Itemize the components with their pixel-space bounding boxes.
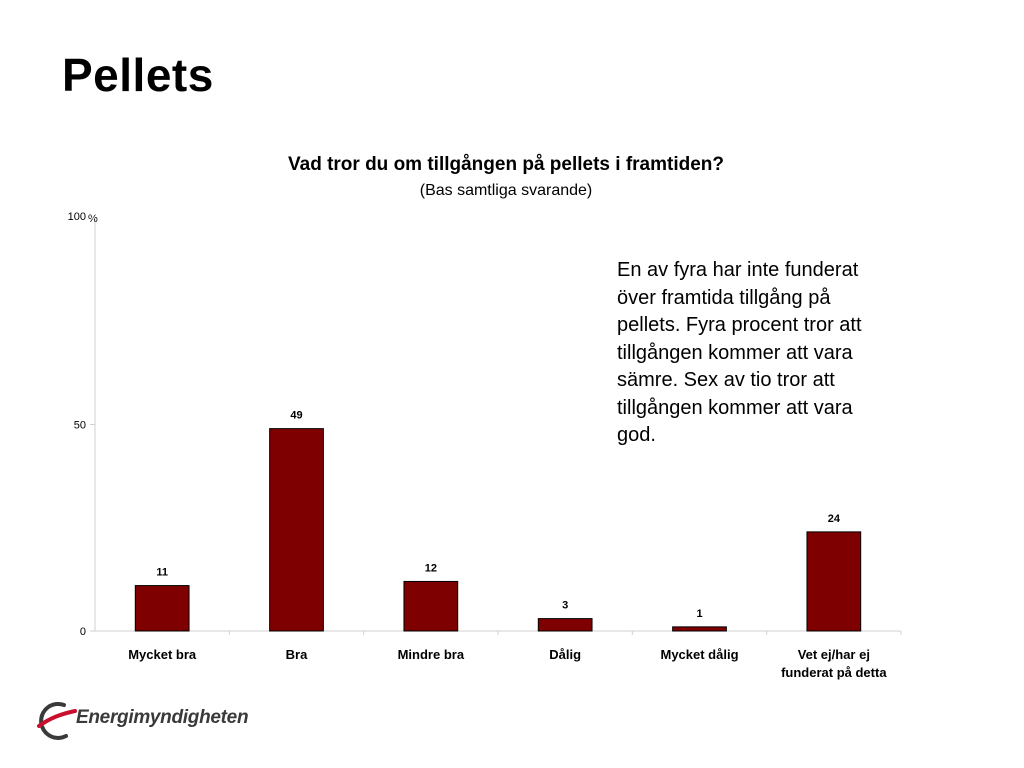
chart-title: Vad tror du om tillgången på pellets i f… <box>288 154 724 175</box>
chart-subtitle: (Bas samtliga svarande) <box>419 182 593 199</box>
bar <box>269 428 324 632</box>
annotation-line: En av fyra har inte funderat <box>617 259 859 281</box>
x-category-label: Vet ej/har ej <box>798 647 870 662</box>
annotation-line: god. <box>617 424 656 446</box>
annotation-line: pellets. Fyra procent tror att <box>617 314 862 336</box>
x-category-label: Mycket bra <box>128 647 197 662</box>
bar <box>134 585 190 632</box>
y-tick-label: 0 <box>80 626 86 638</box>
bar <box>537 618 593 632</box>
y-tick-label: 50 <box>74 420 86 432</box>
annotation-text: En av fyra har inte funderat över framtid… <box>617 257 917 450</box>
x-category-label: Mindre bra <box>398 647 465 662</box>
y-axis-unit: % <box>88 213 98 225</box>
bar <box>403 580 459 632</box>
annotation-line: tillgången kommer att vara <box>617 396 853 419</box>
x-category-label: funderat på detta <box>781 665 887 680</box>
data-label: 49 <box>290 410 302 422</box>
data-label: 24 <box>828 513 841 525</box>
data-label: 11 <box>156 567 168 579</box>
data-label: 1 <box>696 608 702 620</box>
data-label: 3 <box>562 600 568 612</box>
annotation-line: tillgången kommer att vara <box>617 341 853 364</box>
annotation-line: sämre. Sex av tio tror att <box>617 369 835 391</box>
bar <box>672 626 727 632</box>
annotation-line: över framtida tillgång på <box>617 286 831 309</box>
y-tick-label: 100 <box>68 211 86 223</box>
energimyndigheten-logo: Energimyndigheten <box>34 698 249 744</box>
logo-text: Energimyndigheten <box>76 707 249 728</box>
slide-title: Pellets <box>62 49 214 101</box>
logo-mark-icon <box>37 701 77 740</box>
bar <box>806 531 862 632</box>
x-category-label: Mycket dålig <box>660 647 738 662</box>
data-label: 12 <box>425 562 437 574</box>
x-category-label: Dålig <box>549 647 581 662</box>
x-category-label: Bra <box>286 647 308 662</box>
